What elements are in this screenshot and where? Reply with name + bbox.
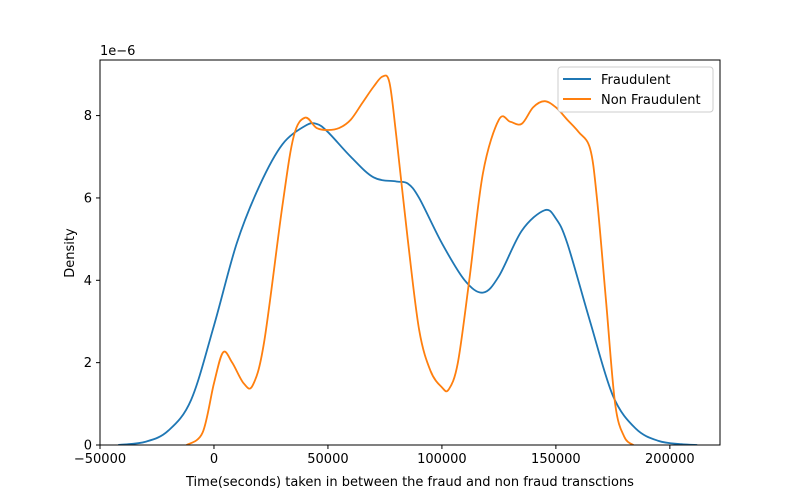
x-tick-label: 150000 bbox=[531, 452, 581, 467]
legend-label-non-fraudulent: Non Fraudulent bbox=[601, 93, 701, 108]
series-layer bbox=[118, 74, 698, 445]
y-offset-text: 1e−6 bbox=[100, 44, 135, 59]
y-tick-label: 2 bbox=[84, 356, 92, 371]
legend-box bbox=[557, 66, 714, 113]
plot-frame bbox=[99, 59, 721, 446]
series-line-fraudulent bbox=[118, 122, 698, 445]
y-tick-label: 0 bbox=[84, 439, 92, 454]
x-tick-label: 50000 bbox=[307, 452, 348, 467]
y-tick-label: 8 bbox=[84, 109, 92, 124]
x-tick-label: 200000 bbox=[645, 452, 695, 467]
x-axis: −50000 0 50000 100000 150000 200000 bbox=[74, 445, 695, 467]
legend: Fraudulent Non Fraudulent bbox=[557, 66, 714, 113]
y-axis: 0 2 4 6 8 bbox=[84, 109, 100, 454]
legend-label-fraudulent: Fraudulent bbox=[601, 73, 671, 88]
y-tick-label: 6 bbox=[84, 191, 92, 206]
y-axis-label: Density bbox=[63, 228, 78, 278]
x-tick-label: 0 bbox=[210, 452, 218, 467]
x-tick-label: 100000 bbox=[417, 452, 467, 467]
x-axis-label: Time(seconds) taken in between the fraud… bbox=[185, 475, 634, 490]
series-line-non-fraudulent bbox=[186, 74, 634, 445]
x-tick-label: −50000 bbox=[74, 452, 126, 467]
y-tick-label: 4 bbox=[84, 274, 92, 289]
